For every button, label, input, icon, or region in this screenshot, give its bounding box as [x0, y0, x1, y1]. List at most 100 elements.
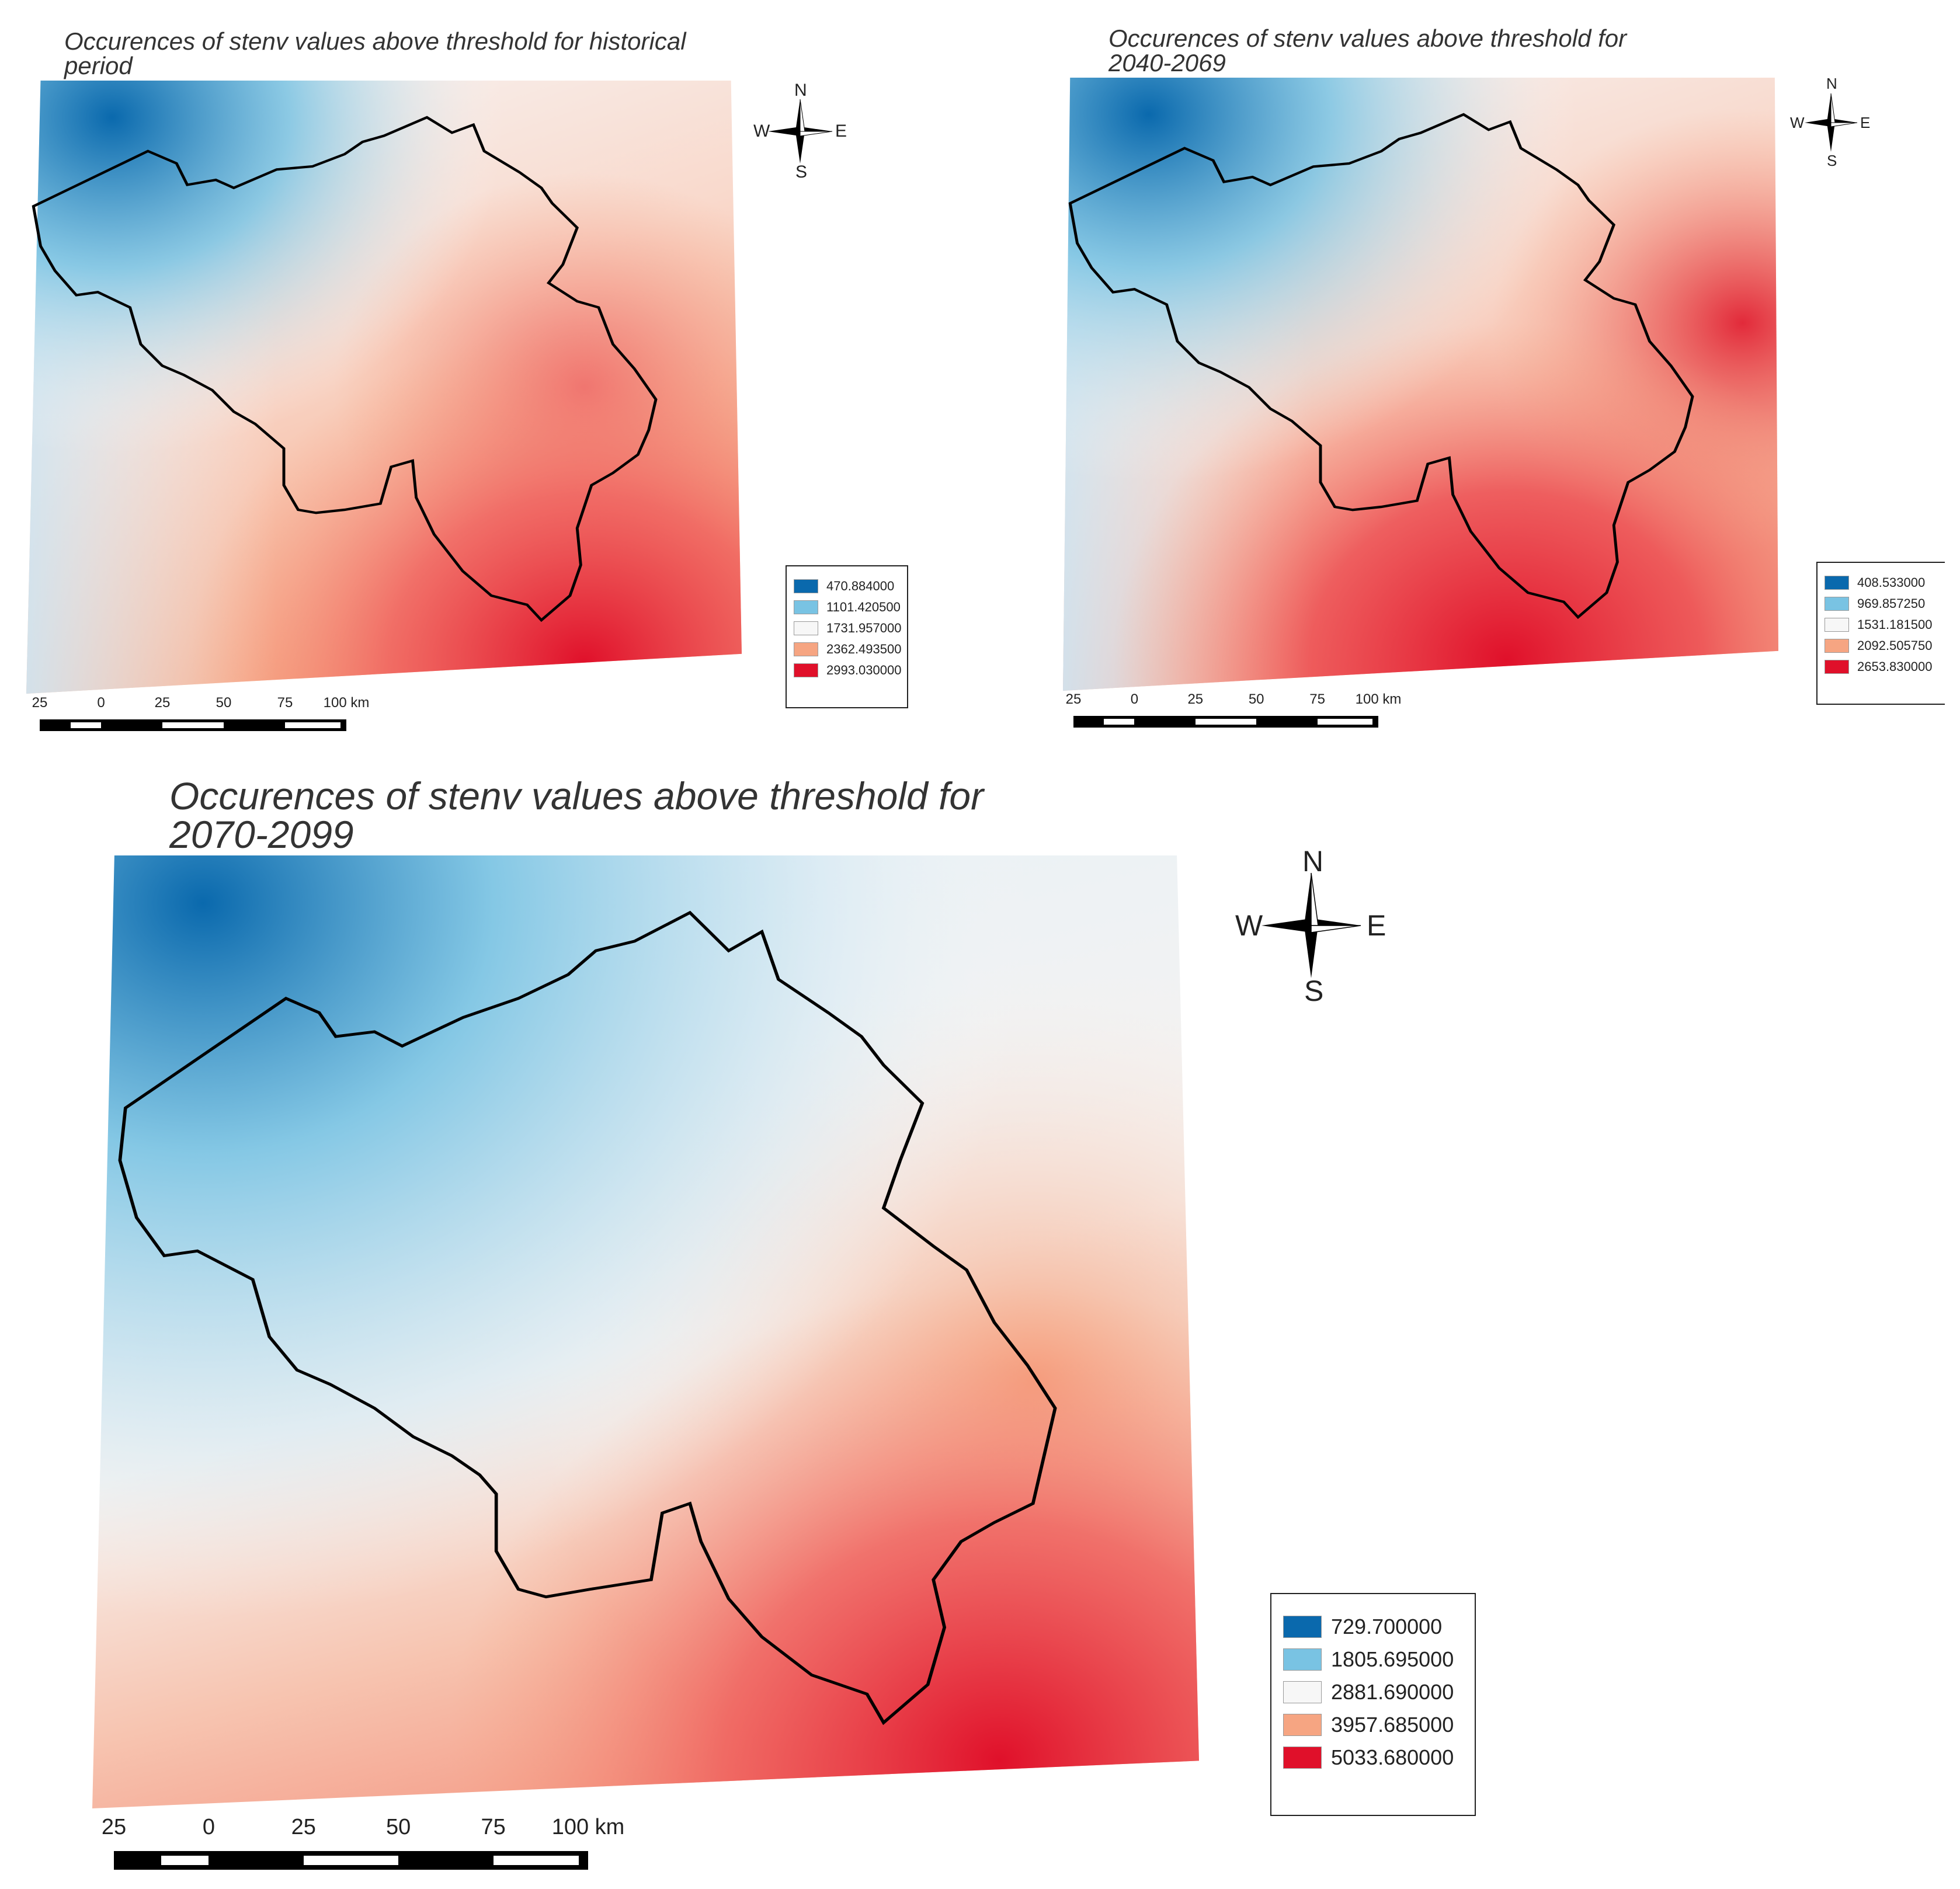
scale-tick-label: 25 [1065, 691, 1082, 707]
legend-swatch [1825, 618, 1849, 632]
legend-swatch [1283, 1747, 1322, 1769]
legend-swatch [1283, 1648, 1322, 1671]
scale-tick-label: 25 [291, 1815, 316, 1839]
compass-e-label: E [1367, 909, 1386, 942]
legend-item: 1731.957000 [794, 618, 907, 639]
legend-label: 3957.685000 [1331, 1713, 1454, 1737]
belgium-border [118, 910, 1057, 1726]
map-title: Occurences of stenv values above thresho… [64, 29, 686, 78]
map-panel-2040-2069: Occurences of stenv values above thresho… [1028, 0, 1960, 753]
scale-tick-label: 75 [277, 695, 293, 711]
scale-bar: 25 0 25 50 75 100 km [32, 695, 369, 734]
map-legend: 408.533000 969.857250 1531.181500 2092.5… [1816, 562, 1945, 705]
map-title-line2: 2040-2069 [1108, 49, 1226, 76]
legend-swatch [1825, 597, 1849, 611]
legend-item: 2653.830000 [1825, 656, 1945, 677]
map-title-line2: period [64, 52, 133, 79]
compass-rose-icon [1805, 93, 1858, 152]
legend-swatch [794, 663, 818, 677]
heatmap-raster [1063, 78, 1778, 691]
legend-label: 2653.830000 [1857, 659, 1933, 674]
legend-label: 5033.680000 [1331, 1745, 1454, 1769]
legend-item: 2993.030000 [794, 660, 907, 681]
legend-label: 2092.505750 [1857, 638, 1933, 653]
legend-item: 408.533000 [1825, 572, 1945, 593]
scale-tick-label: 75 [481, 1815, 506, 1839]
legend-label: 1731.957000 [826, 621, 902, 635]
map-legend: 729.700000 1805.695000 2881.690000 3957.… [1270, 1593, 1476, 1816]
scale-tick-label: 0 [202, 1815, 215, 1839]
compass-e-label: E [1860, 114, 1871, 131]
scale-bar: 25 0 25 50 75 100 km [102, 1815, 624, 1871]
scale-tick-label: 100 km [323, 695, 370, 711]
legend-label: 2362.493500 [826, 642, 902, 656]
north-arrow-compass: N S W E [1790, 76, 1872, 169]
compass-w-label: W [1235, 909, 1263, 942]
legend-item: 470.884000 [794, 576, 907, 597]
legend-item: 2362.493500 [794, 639, 907, 660]
legend-swatch [1283, 1616, 1322, 1638]
map-title: Occurences of stenv values above thresho… [1108, 26, 1627, 75]
north-arrow-compass: N S W E [753, 82, 847, 181]
compass-rose-icon [768, 99, 833, 163]
legend-label: 1101.420500 [826, 600, 901, 614]
legend-label: 729.700000 [1331, 1615, 1443, 1638]
legend-label: 1531.181500 [1857, 617, 1933, 632]
heatmap-raster [92, 855, 1199, 1808]
legend-swatch [1825, 660, 1849, 674]
scale-tick-label: 25 [1187, 691, 1204, 707]
map-title-line1: Occurences of stenv values above thresho… [169, 774, 984, 817]
scale-bar: 25 0 25 50 75 100 km [1066, 691, 1401, 730]
scale-tick-label: 0 [1130, 691, 1139, 707]
scale-tick-label: 100 km [551, 1815, 625, 1839]
map-panel-historical: Occurences of stenv values above thresho… [0, 0, 964, 753]
compass-n-label: N [1302, 845, 1324, 878]
belgium-border [1068, 113, 1694, 620]
legend-label: 969.857250 [1857, 596, 1926, 611]
scale-tick-label: 50 [386, 1815, 411, 1839]
scale-tick-label: 0 [97, 695, 105, 711]
scale-tick-label: 25 [154, 695, 171, 711]
compass-w-label: W [1790, 114, 1805, 131]
legend-label: 1805.695000 [1331, 1647, 1454, 1671]
map-panel-2070-2099: Occurences of stenv values above thresho… [0, 759, 1960, 1889]
map-title-line2: 2070-2099 [169, 813, 354, 856]
legend-label: 408.533000 [1857, 575, 1926, 590]
legend-item: 969.857250 [1825, 593, 1945, 614]
compass-w-label: W [753, 121, 770, 141]
scale-tick-label: 25 [32, 695, 48, 711]
heatmap-raster [26, 81, 742, 694]
scale-tick-label: 75 [1309, 691, 1325, 707]
north-arrow-compass: N S W E [1235, 845, 1387, 1007]
map-title-line1: Occurences of stenv values above thresho… [1108, 25, 1627, 52]
legend-swatch [1283, 1714, 1322, 1736]
scale-tick-label: 100 km [1355, 691, 1402, 707]
belgium-border [32, 116, 658, 622]
compass-n-label: N [794, 81, 807, 100]
legend-swatch [794, 621, 818, 635]
scale-tick-label: 25 [101, 1815, 127, 1839]
legend-swatch [1825, 576, 1849, 590]
compass-rose-icon [1262, 872, 1361, 978]
map-title-line1: Occurences of stenv values above thresho… [64, 27, 686, 55]
legend-label: 470.884000 [826, 579, 895, 593]
legend-swatch [794, 642, 818, 656]
map-title: Occurences of stenv values above thresho… [169, 777, 984, 854]
map-legend: 470.884000 1101.420500 1731.957000 2362.… [786, 565, 908, 708]
legend-swatch [1825, 639, 1849, 653]
compass-s-label: S [1304, 975, 1324, 1007]
legend-swatch [1283, 1681, 1322, 1703]
legend-swatch [794, 579, 818, 593]
legend-item: 1531.181500 [1825, 614, 1945, 635]
legend-label: 2993.030000 [826, 663, 902, 677]
compass-n-label: N [1826, 75, 1837, 92]
legend-item: 5033.680000 [1283, 1741, 1475, 1774]
legend-label: 2881.690000 [1331, 1680, 1454, 1704]
compass-s-label: S [795, 162, 808, 182]
legend-swatch [794, 600, 818, 614]
scale-tick-label: 50 [1248, 691, 1264, 707]
legend-item: 2092.505750 [1825, 635, 1945, 656]
legend-item: 729.700000 [1283, 1610, 1475, 1643]
scale-tick-label: 50 [216, 695, 232, 711]
legend-item: 3957.685000 [1283, 1709, 1475, 1741]
